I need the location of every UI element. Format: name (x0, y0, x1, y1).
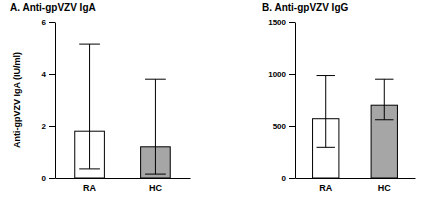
title: A. Anti-gpVZV IgA (10, 2, 96, 13)
y-tick: 1000 (268, 70, 295, 79)
panel: A. Anti-gpVZV IgA Anti-gpVZV IgA (IU/ml) 0… (10, 2, 191, 193)
x-tick: RA (83, 183, 96, 193)
y-tick-mark (289, 178, 295, 179)
y-axis-title: Anti-gpVZV IgA (IU/ml) (12, 52, 22, 148)
y-tick-mark (49, 126, 55, 127)
x-tick: RA (319, 183, 332, 193)
y-tick: 2 (42, 122, 55, 131)
y-tick-mark (289, 126, 295, 127)
y-axis: 0 2 4 6 (42, 18, 56, 183)
x-axis: RA HC (56, 179, 191, 194)
y-tick-mark (49, 178, 55, 179)
y-tick-label: 4 (42, 70, 47, 79)
error-cap-high (79, 44, 100, 45)
x-tick-label: HC (149, 183, 162, 193)
x-tick-label: HC (378, 183, 391, 193)
y-tick-label: 2 (42, 122, 47, 131)
title: B. Anti-gpVZV IgG (262, 2, 349, 13)
error-bar (325, 76, 326, 148)
error-cap-low (79, 168, 100, 169)
y-tick: 4 (42, 70, 55, 79)
error-cap-high (317, 75, 335, 76)
figure: A. Anti-gpVZV IgA Anti-gpVZV IgA (IU/ml) 0… (0, 0, 421, 199)
y-tick-label: 1000 (268, 70, 286, 79)
error-cap-high (375, 79, 393, 80)
y-axis-line (55, 23, 56, 179)
y-tick: 6 (42, 18, 55, 27)
y-tick-mark (49, 22, 55, 23)
error-bar (89, 44, 90, 169)
y-tick-label: 6 (42, 18, 47, 27)
x-axis: RA HC (296, 179, 416, 194)
error-cap-high (145, 79, 166, 80)
y-tick: 0 (42, 174, 55, 183)
error-cap-low (317, 147, 335, 148)
y-tick-label: 1500 (268, 18, 286, 27)
x-tick: HC (378, 183, 391, 193)
y-tick-label: 0 (42, 174, 47, 183)
y-tick: 1500 (268, 18, 295, 27)
x-tick-label: RA (83, 183, 96, 193)
x-axis-line (56, 178, 191, 179)
y-axis: 0 500 1000 1500 (268, 18, 295, 183)
y-tick-mark (49, 74, 55, 75)
panel: B. Anti-gpVZV IgG 0 500 1000 1500 RA HC (262, 2, 416, 193)
y-tick: 500 (273, 122, 295, 131)
y-tick-label: 0 (282, 174, 287, 183)
error-bar (384, 79, 385, 120)
y-axis-line (295, 23, 296, 179)
y-tick-mark (289, 22, 295, 23)
error-bar (155, 79, 156, 174)
plot-marks (313, 76, 398, 178)
error-cap-low (375, 119, 393, 120)
y-tick-label: 500 (273, 122, 287, 131)
error-cap-low (145, 174, 166, 175)
x-tick: HC (149, 183, 162, 193)
y-tick-mark (289, 74, 295, 75)
x-axis-line (296, 178, 416, 179)
y-tick: 0 (282, 174, 295, 183)
x-tick-label: RA (319, 183, 332, 193)
plot-marks (75, 44, 170, 178)
